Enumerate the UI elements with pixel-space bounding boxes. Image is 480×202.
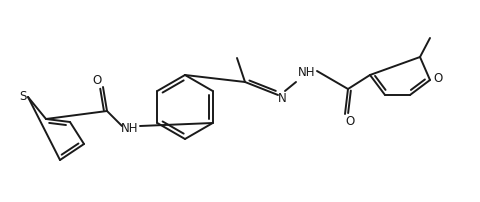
Text: S: S [19,90,26,103]
Text: O: O [92,73,101,86]
Text: N: N [277,91,286,104]
Text: NH: NH [298,65,315,78]
Text: O: O [432,72,442,85]
Text: NH: NH [121,121,138,134]
Text: O: O [345,115,354,128]
